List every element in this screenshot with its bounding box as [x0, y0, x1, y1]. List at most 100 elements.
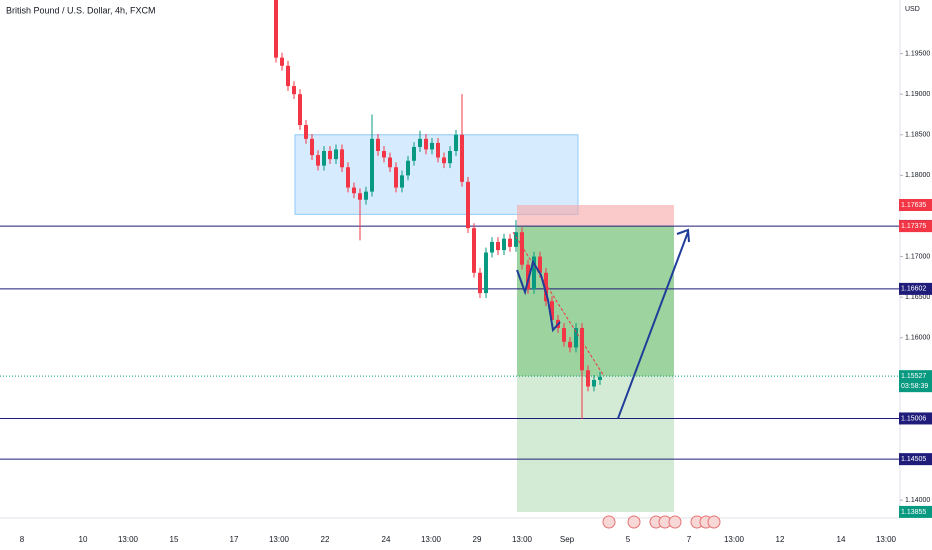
price-label: 1.17375 [901, 223, 926, 230]
candle-body [370, 138, 374, 192]
candle-body [592, 379, 596, 387]
x-tick-label: 10 [79, 535, 88, 544]
candle-body [412, 146, 416, 161]
x-tick-label: 12 [776, 535, 785, 544]
candle-body [538, 256, 542, 273]
candle-body [340, 149, 344, 168]
y-tick-label: 1.14000 [905, 497, 930, 504]
price-label-bg [899, 453, 932, 466]
candle-body [526, 264, 530, 290]
price-label: 1.15006 [901, 415, 926, 422]
candle-body [586, 370, 590, 387]
forecast-arrow [617, 231, 689, 419]
zigzag [516, 259, 561, 333]
candle-body [568, 341, 572, 348]
candle-body [382, 151, 386, 158]
x-tick-label: 24 [382, 535, 391, 544]
x-tick-label: 17 [230, 535, 239, 544]
x-tick-label: 5 [626, 535, 631, 544]
candle-body [436, 142, 440, 158]
y-tick-label: 1.18500 [905, 132, 930, 139]
candle-body [388, 157, 392, 168]
y-tick-label: 1.18000 [905, 172, 930, 179]
candle-body [274, 0, 278, 58]
price-label: 1.17635 [901, 202, 926, 209]
current-label-bg [899, 370, 932, 393]
candle-body [322, 151, 326, 166]
candle-body [484, 252, 488, 294]
candle-body [364, 191, 368, 200]
candle-body [304, 125, 308, 139]
candle-body [520, 232, 524, 265]
x-tick-label: 8 [20, 535, 25, 544]
y-tick-label: 1.16000 [905, 335, 930, 342]
y-tick-label: 1.16500 [905, 294, 930, 301]
x-tick-label: 13:00 [876, 535, 897, 544]
candle-body [574, 328, 578, 348]
candle-body [334, 149, 338, 160]
candle-body [550, 301, 554, 320]
candle-body [466, 181, 470, 229]
chart-title: British Pound / U.S. Dollar, 4h, FXCM [6, 5, 156, 15]
x-tick-label: 15 [170, 535, 179, 544]
candle-body [328, 151, 332, 160]
target-zone [517, 376, 674, 512]
x-tick-label: 14 [837, 535, 846, 544]
x-tick-label: 7 [687, 535, 692, 544]
candle-body [496, 241, 500, 251]
price-label-bg [899, 412, 932, 425]
candle-body [418, 138, 422, 147]
x-tick-label: 13:00 [118, 535, 139, 544]
x-tick-label: 13:00 [269, 535, 290, 544]
candle-body [430, 142, 434, 150]
event-icons [602, 515, 721, 529]
price-label-bg [899, 220, 932, 233]
candle-body [352, 187, 356, 194]
candle-body [544, 272, 548, 302]
arrow-head [676, 228, 690, 243]
candle-body [580, 328, 584, 371]
candle-body [292, 86, 296, 95]
profit-zone [517, 225, 674, 377]
candle-body [298, 94, 302, 126]
currency: USD [905, 6, 920, 13]
candle-body [286, 65, 290, 87]
candle-body [502, 238, 506, 251]
candle-body [442, 157, 446, 164]
y-tick-label: 1.19000 [905, 91, 930, 98]
price-label: 1.13855 [901, 509, 926, 516]
price-label: 1.16602 [901, 286, 926, 293]
price-label: 1.14505 [901, 456, 926, 463]
y-tick-label: 1.17000 [905, 253, 930, 260]
candle-body [508, 238, 512, 247]
price-label-bg [899, 505, 932, 518]
candle-body [454, 134, 458, 152]
price-label-bg [899, 282, 932, 295]
x-tick-label: 29 [473, 535, 482, 544]
countdown: 03:58:39 [901, 383, 928, 390]
current-price-label: 1.15527 [901, 373, 926, 380]
x-tick-label: 22 [321, 535, 330, 544]
candle-body [424, 138, 428, 150]
candle-body [400, 175, 404, 188]
y-tick-label: 1.19500 [905, 50, 930, 57]
x-tick-label: 13:00 [421, 535, 442, 544]
candle-body [406, 160, 410, 176]
price-label-bg [899, 199, 932, 212]
candle-body [280, 57, 284, 66]
x-tick-label: 13:00 [512, 535, 533, 544]
candle-body [460, 134, 464, 182]
candle-body [358, 193, 362, 200]
candle-body [562, 328, 566, 342]
candle-body [376, 138, 380, 152]
stop-zone [517, 205, 674, 226]
candle-body [532, 256, 536, 290]
x-tick-label: Sep [560, 535, 575, 544]
candle-body [598, 376, 602, 380]
candle-body [472, 228, 476, 273]
candle-body [316, 155, 320, 166]
candle-body [478, 272, 482, 294]
candle-body [346, 167, 350, 188]
